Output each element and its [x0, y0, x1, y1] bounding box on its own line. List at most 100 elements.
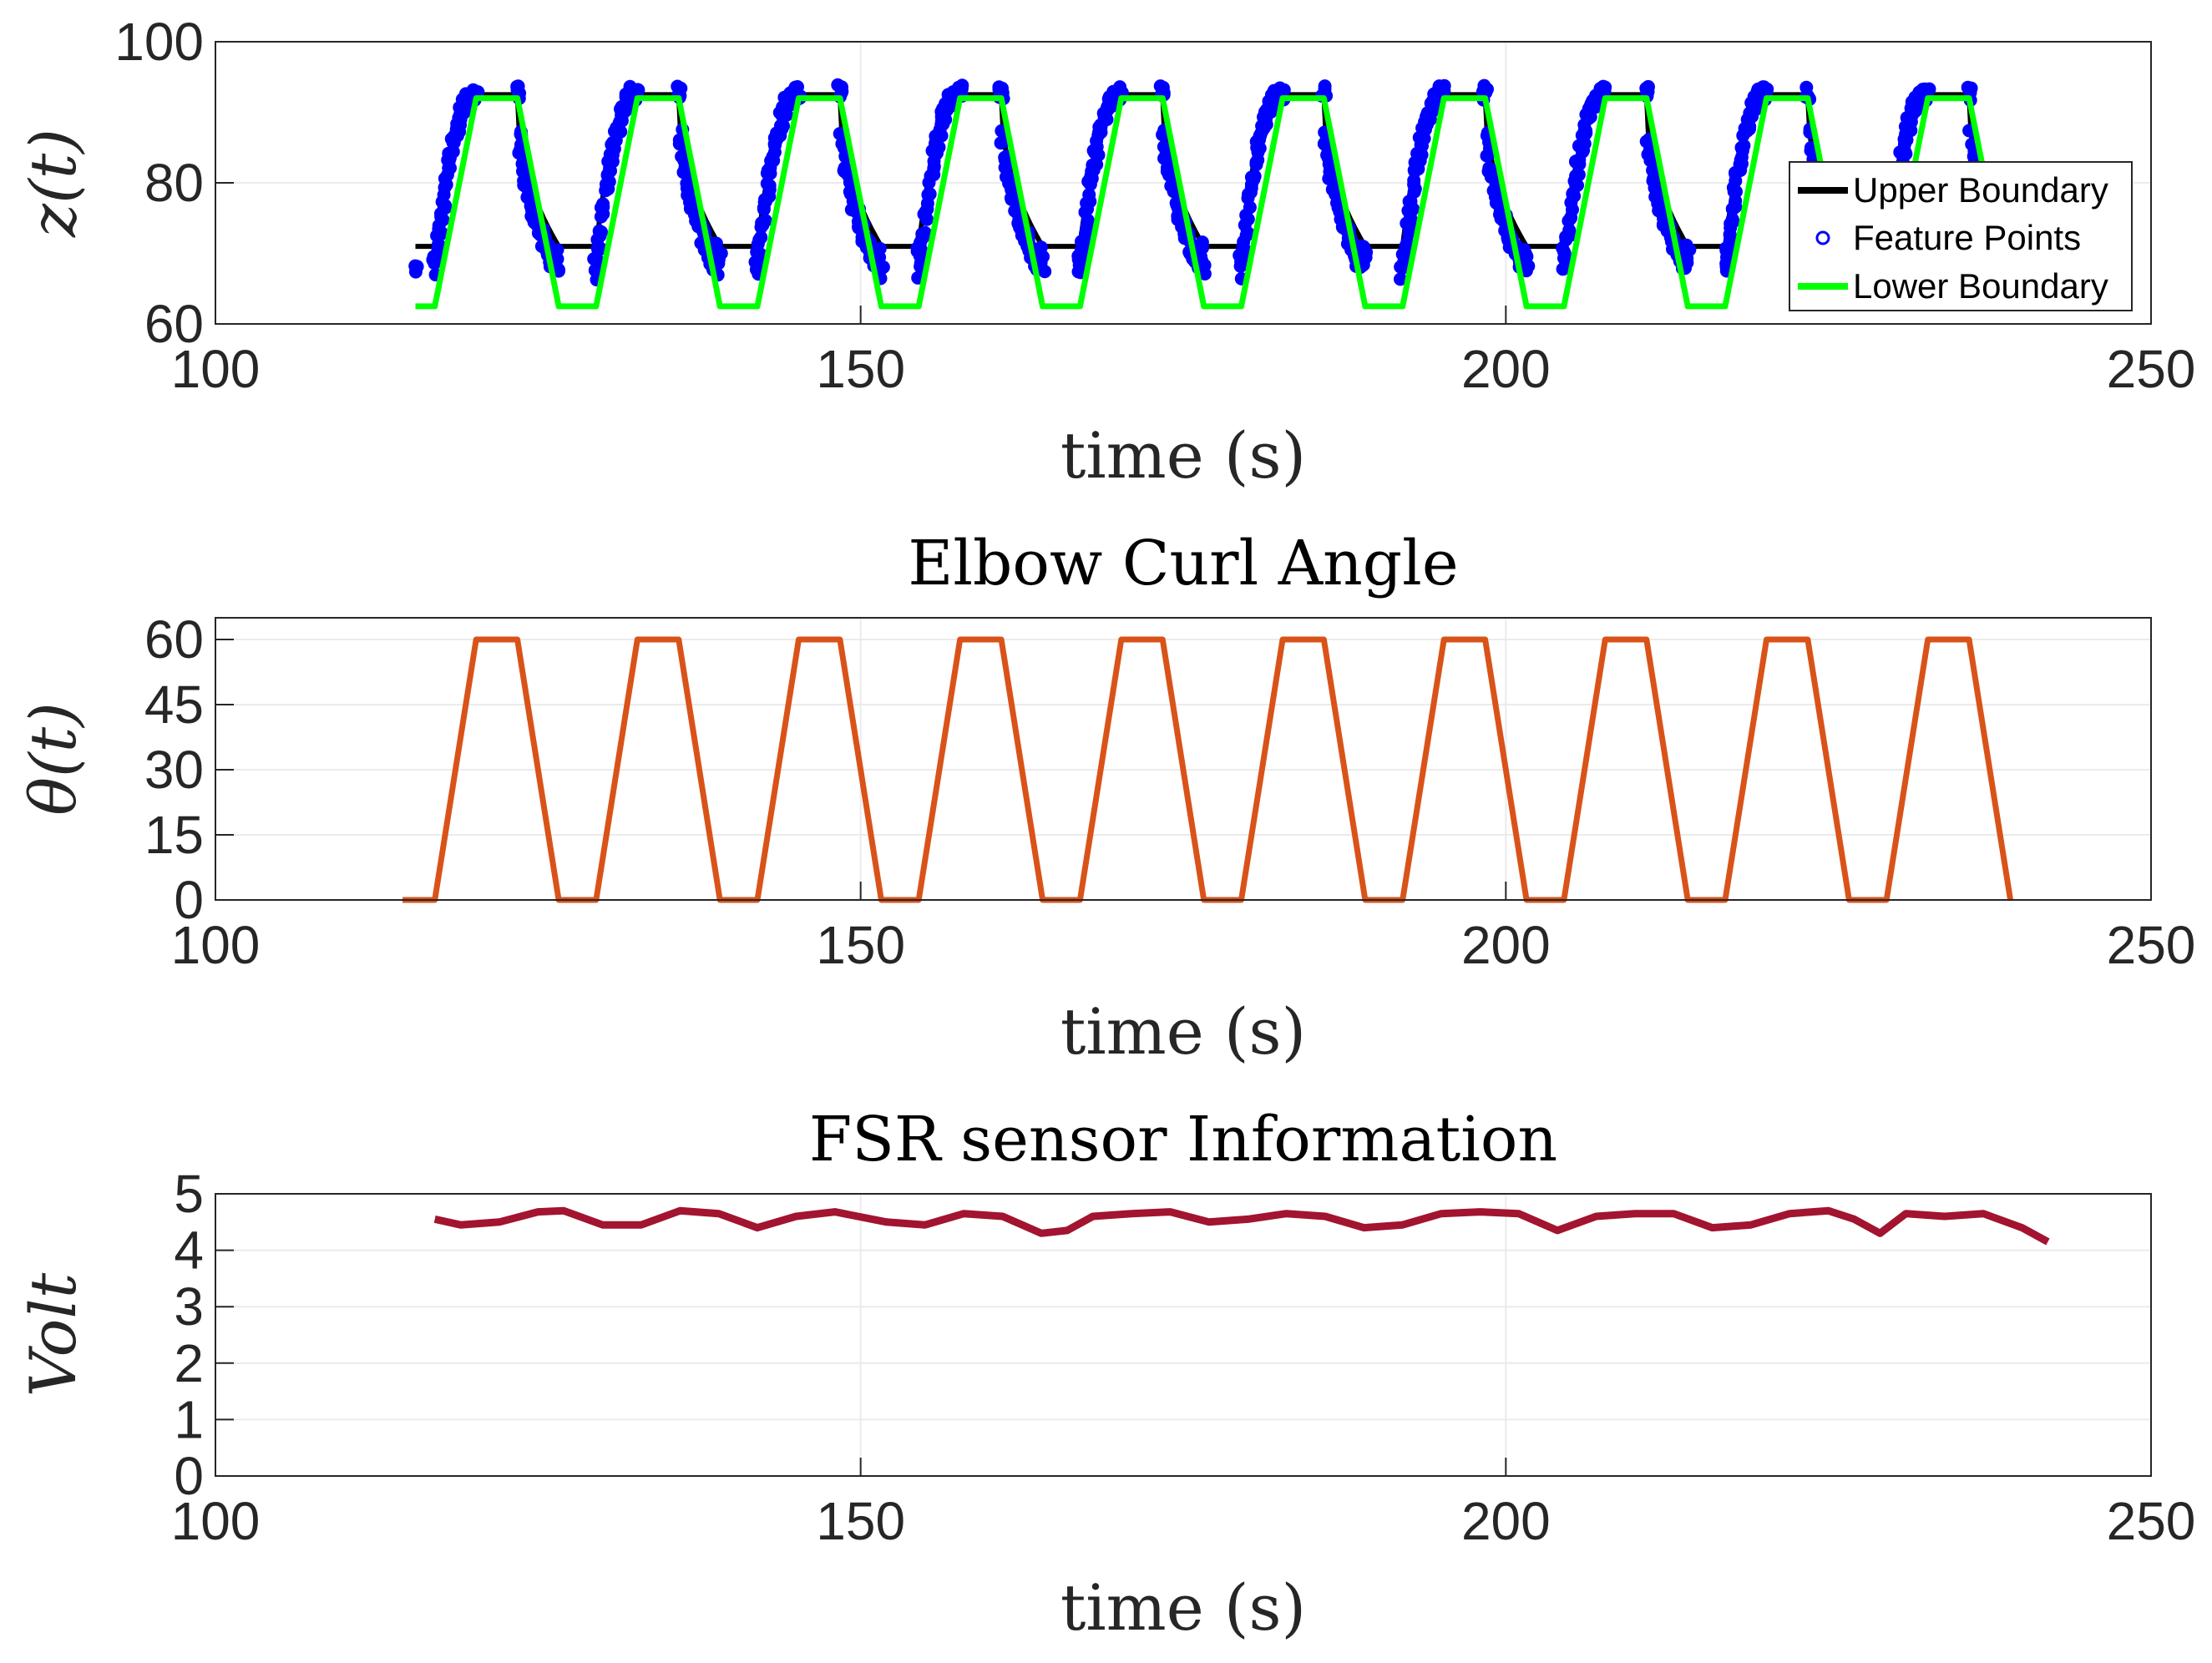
panel-fsr-plot-area — [215, 1194, 2151, 1476]
feature-point — [590, 253, 604, 267]
feature-point — [432, 237, 446, 251]
panel-z-xlabel: time (s) — [1060, 418, 1306, 493]
feature-point — [1006, 192, 1020, 206]
feature-point — [954, 82, 969, 96]
legend-feature-swatch — [1815, 230, 1830, 245]
feature-point — [1240, 212, 1254, 225]
feature-point — [1729, 200, 1743, 214]
feature-point — [1161, 160, 1174, 174]
feature-point — [1038, 265, 1052, 279]
feature-point — [1243, 200, 1257, 215]
x-tick-label: 200 — [1461, 1491, 1551, 1551]
feature-point — [1557, 245, 1571, 259]
feature-point — [914, 242, 928, 256]
y-tick-label: 45 — [144, 675, 204, 735]
panel-z-ylabel: z(t) — [16, 129, 90, 238]
feature-point — [1079, 226, 1093, 240]
feature-point — [550, 252, 564, 266]
feature-point — [1324, 170, 1338, 184]
feature-point — [595, 225, 608, 239]
y-tick-label: 15 — [144, 805, 204, 865]
panel-theta-axes-box — [215, 617, 2152, 901]
feature-point — [763, 166, 777, 180]
feature-point — [1485, 169, 1499, 183]
x-tick-label: 150 — [816, 1491, 905, 1551]
feature-point — [777, 119, 790, 133]
y-tick-label: 60 — [144, 294, 204, 354]
feature-point — [1683, 243, 1697, 257]
y-tick-label: 2 — [174, 1333, 204, 1393]
feature-point — [1239, 229, 1253, 242]
feature-point — [994, 136, 1008, 150]
feature-point — [922, 189, 936, 202]
panel-z-ticks: 100 150 200 250 60 80 100 — [114, 12, 2195, 399]
feature-point — [1081, 213, 1095, 227]
legend-feature-label: Feature Points — [1853, 218, 2081, 257]
feature-point — [918, 225, 932, 240]
panel-z: 100 150 200 250 60 80 100 time (s) z(t) Upper … — [16, 12, 2195, 493]
panel-fsr-ylabel: Volt — [16, 1272, 90, 1397]
feature-point — [1082, 188, 1096, 202]
panel-fsr-series — [433, 1206, 2050, 1246]
feature-point — [605, 148, 620, 162]
legend: Upper Boundary Feature Points Lower Boun… — [1789, 161, 2133, 311]
feature-point — [762, 190, 777, 204]
x-tick-label: 100 — [171, 339, 261, 399]
feature-point — [1737, 139, 1751, 153]
feature-point — [753, 231, 767, 245]
feature-point — [1680, 255, 1694, 270]
feature-point — [1195, 235, 1209, 250]
feature-point — [1402, 226, 1416, 240]
feature-point — [1090, 139, 1104, 154]
feature-point — [873, 241, 887, 255]
y-tick-label: 30 — [144, 740, 204, 800]
feature-point — [1729, 184, 1743, 199]
feature-point — [410, 260, 424, 274]
x-tick-label: 100 — [171, 915, 261, 975]
feature-point — [1359, 245, 1374, 260]
x-tick-label: 250 — [2107, 915, 2196, 975]
y-tick-label: 1 — [174, 1389, 204, 1449]
feature-point — [1238, 243, 1252, 257]
y-tick-label: 0 — [174, 1446, 204, 1506]
feature-point — [992, 80, 1006, 94]
series-lower-boundary — [415, 95, 2014, 310]
x-tick-label: 250 — [2107, 1491, 2196, 1551]
series-fsr-voltage — [433, 1206, 2050, 1246]
x-tick-label: 150 — [816, 339, 905, 399]
panel-fsr-axes-box — [215, 1193, 2152, 1477]
y-tick-label: 100 — [114, 12, 204, 72]
feature-point — [1247, 172, 1261, 186]
x-tick-label: 150 — [816, 915, 905, 975]
feature-point — [1436, 83, 1450, 97]
feature-point — [1641, 80, 1655, 94]
y-tick-label: 60 — [144, 609, 204, 670]
panel-fsr-xlabel: time (s) — [1060, 1570, 1306, 1645]
y-tick-label: 5 — [174, 1164, 204, 1224]
feature-point — [1318, 79, 1332, 94]
feature-point — [602, 174, 616, 189]
x-tick-label: 250 — [2107, 339, 2196, 399]
feature-point — [1036, 250, 1050, 264]
feature-point — [1919, 83, 1933, 98]
feature-point — [596, 197, 610, 211]
feature-point — [714, 246, 728, 260]
y-tick-label: 0 — [174, 870, 204, 930]
feature-point — [1579, 126, 1593, 140]
feature-point — [831, 78, 845, 92]
feature-point — [1477, 78, 1491, 93]
legend-upper-label: Upper Boundary — [1853, 170, 2108, 210]
y-tick-label: 4 — [174, 1221, 204, 1281]
y-tick-label: 3 — [174, 1276, 204, 1337]
feature-point — [428, 256, 442, 270]
x-tick-label: 100 — [171, 1491, 261, 1551]
panel-z-series — [408, 78, 2018, 310]
panel-theta-ylabel: θ(t) — [16, 702, 90, 816]
x-tick-label: 200 — [1461, 339, 1551, 399]
panel-theta-xlabel: time (s) — [1060, 994, 1306, 1069]
panel-fsr: FSR sensor Information 100 150 200 250 01234… — [16, 1104, 2195, 1645]
